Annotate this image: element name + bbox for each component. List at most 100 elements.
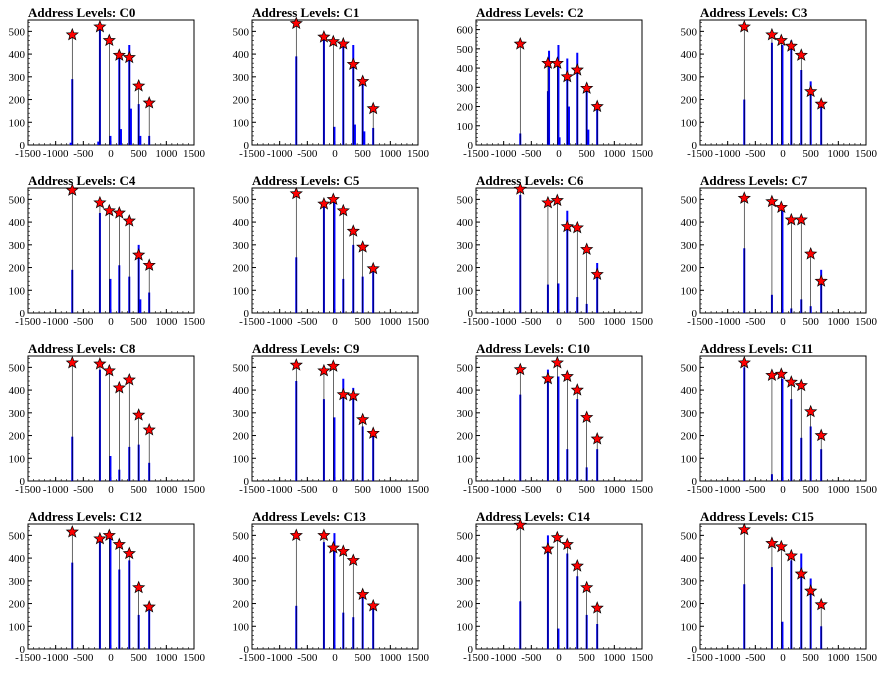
x-tick-label: 1500 bbox=[855, 484, 878, 496]
y-tick-label: 300 bbox=[233, 240, 250, 252]
peak-marker bbox=[774, 200, 788, 213]
x-tick-label: 1000 bbox=[603, 484, 626, 496]
y-tick-label: 200 bbox=[681, 95, 698, 107]
peak-marker bbox=[366, 426, 380, 439]
y-tick-label: 200 bbox=[233, 431, 250, 443]
peak-marker bbox=[570, 220, 584, 234]
x-tick-label: -1500 bbox=[15, 316, 41, 328]
peak-marker bbox=[132, 580, 146, 594]
peak-marker bbox=[289, 528, 303, 541]
x-tick-label: -1000 bbox=[267, 316, 293, 328]
x-tick-label: 1500 bbox=[407, 316, 430, 328]
peak-marker bbox=[93, 357, 107, 370]
x-tick-label: 500 bbox=[802, 652, 819, 664]
chart-panel-c1: Address Levels: C10100200300400500-1500-… bbox=[233, 5, 430, 160]
x-tick-label: 1500 bbox=[631, 316, 654, 328]
chart-title: Address Levels: C3 bbox=[700, 5, 808, 20]
peak-marker bbox=[132, 408, 146, 421]
peak-marker bbox=[560, 369, 574, 383]
x-tick-label: 0 bbox=[332, 484, 338, 496]
y-tick-label: 500 bbox=[9, 530, 26, 542]
peak-marker bbox=[326, 192, 340, 205]
peak-marker bbox=[93, 531, 107, 545]
peak-marker bbox=[326, 34, 340, 48]
y-tick-label: 100 bbox=[457, 285, 474, 297]
peak-marker bbox=[560, 537, 574, 551]
x-tick-label: 1000 bbox=[155, 652, 178, 664]
peak-marker bbox=[122, 214, 136, 227]
peak-marker bbox=[814, 428, 828, 442]
x-tick-label: 1500 bbox=[855, 652, 878, 664]
chart-title: Address Levels: C12 bbox=[28, 509, 142, 524]
peak-marker bbox=[142, 258, 156, 271]
peak-marker bbox=[570, 63, 584, 76]
y-tick-label: 200 bbox=[9, 95, 26, 107]
peak-marker bbox=[142, 422, 156, 436]
x-tick-label: 500 bbox=[354, 316, 371, 328]
x-tick-label: 500 bbox=[802, 148, 819, 160]
y-tick-label: 400 bbox=[681, 49, 698, 61]
y-tick-label: 100 bbox=[233, 285, 250, 297]
y-tick-label: 0 bbox=[692, 308, 698, 320]
y-tick-label: 0 bbox=[468, 308, 474, 320]
y-tick-label: 0 bbox=[20, 308, 26, 320]
x-tick-label: -500 bbox=[297, 484, 318, 496]
peak-marker bbox=[784, 548, 798, 562]
chart-title: Address Levels: C5 bbox=[252, 173, 360, 188]
peak-marker bbox=[590, 432, 604, 445]
y-tick-label: 200 bbox=[9, 431, 26, 443]
x-tick-label: 0 bbox=[780, 484, 786, 496]
chart-title: Address Levels: C14 bbox=[476, 509, 590, 524]
x-tick-label: 0 bbox=[556, 652, 562, 664]
y-tick-label: 500 bbox=[233, 362, 250, 374]
x-tick-label: -1000 bbox=[715, 316, 741, 328]
chart-title: Address Levels: C10 bbox=[476, 341, 590, 356]
y-tick-label: 300 bbox=[9, 240, 26, 252]
peak-marker bbox=[122, 372, 136, 386]
peak-marker bbox=[550, 355, 564, 369]
peak-marker bbox=[804, 584, 818, 597]
y-tick-label: 200 bbox=[681, 431, 698, 443]
x-tick-label: 500 bbox=[130, 316, 147, 328]
x-tick-label: -500 bbox=[297, 148, 318, 160]
peak-marker bbox=[132, 78, 146, 92]
x-tick-label: 1500 bbox=[407, 652, 430, 664]
y-tick-label: 0 bbox=[468, 644, 474, 656]
peak-marker bbox=[356, 412, 370, 426]
x-tick-label: -1500 bbox=[687, 484, 713, 496]
peak-marker bbox=[765, 536, 779, 549]
y-tick-label: 500 bbox=[9, 194, 26, 206]
y-tick-label: 100 bbox=[457, 621, 474, 633]
y-tick-label: 500 bbox=[9, 26, 26, 38]
peak-marker bbox=[326, 359, 340, 372]
y-tick-label: 300 bbox=[457, 82, 474, 94]
y-tick-label: 200 bbox=[233, 599, 250, 611]
peak-marker bbox=[765, 194, 779, 208]
x-tick-label: 0 bbox=[108, 484, 114, 496]
peak-marker bbox=[289, 186, 303, 200]
peak-marker bbox=[336, 387, 350, 401]
x-tick-label: 0 bbox=[556, 316, 562, 328]
x-tick-label: 1000 bbox=[379, 148, 402, 160]
chart-title: Address Levels: C9 bbox=[252, 341, 360, 356]
x-tick-label: 500 bbox=[130, 148, 147, 160]
peak-marker bbox=[122, 546, 136, 560]
chart-title: Address Levels: C8 bbox=[28, 341, 136, 356]
y-tick-label: 400 bbox=[457, 553, 474, 565]
y-tick-label: 400 bbox=[9, 553, 26, 565]
y-tick-label: 0 bbox=[244, 140, 250, 152]
y-tick-label: 0 bbox=[244, 476, 250, 488]
y-tick-label: 300 bbox=[9, 576, 26, 588]
peak-marker bbox=[317, 30, 331, 43]
x-tick-label: -1500 bbox=[239, 652, 265, 664]
peak-marker bbox=[765, 27, 779, 41]
y-tick-label: 0 bbox=[244, 644, 250, 656]
x-tick-label: -500 bbox=[73, 148, 94, 160]
x-tick-label: -1500 bbox=[239, 316, 265, 328]
peak-marker bbox=[317, 363, 331, 377]
x-tick-label: 0 bbox=[332, 148, 338, 160]
y-tick-label: 500 bbox=[457, 194, 474, 206]
y-tick-label: 300 bbox=[681, 240, 698, 252]
y-tick-label: 100 bbox=[9, 117, 26, 129]
